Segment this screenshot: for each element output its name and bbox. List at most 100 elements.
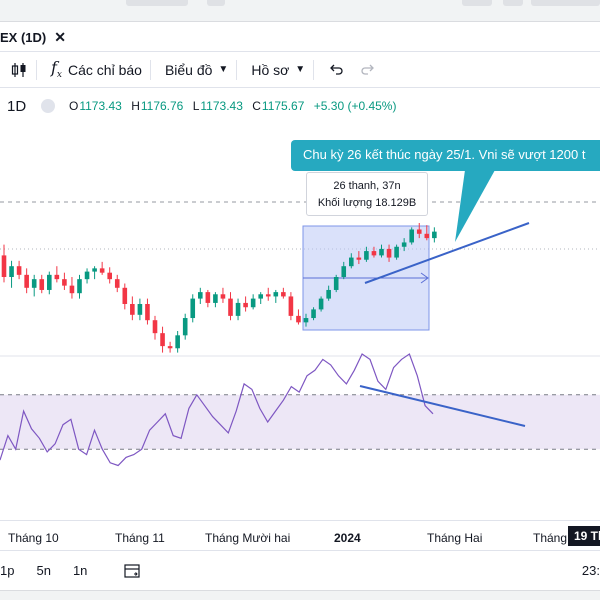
low-value: 1173.43 — [200, 99, 243, 113]
tab-label: EX (1D) — [0, 29, 47, 45]
candle-body — [160, 333, 165, 347]
status-dot-icon — [41, 99, 55, 113]
callout-tail — [455, 170, 495, 242]
candle-body — [371, 251, 377, 256]
candle-body — [31, 279, 37, 288]
toolbar-divider — [313, 59, 315, 80]
high-label: H — [131, 99, 140, 113]
candle-body — [235, 302, 241, 316]
toolbar-divider — [149, 59, 151, 80]
candle-body — [198, 292, 203, 299]
range-volume-text: Khối lượng 18.129B — [317, 197, 417, 209]
close-icon[interactable]: ✕ — [54, 28, 66, 45]
candle-body — [167, 346, 173, 349]
candle-body — [205, 292, 211, 303]
toolbar-divider — [236, 59, 238, 80]
redo-button[interactable] — [352, 52, 384, 88]
candle-body — [92, 268, 97, 272]
candle-body — [349, 257, 354, 267]
profile-menu-button[interactable]: Hồ sơ ▼ — [237, 52, 313, 88]
candle-body — [265, 294, 271, 297]
candle-body — [250, 298, 256, 308]
candle-body — [9, 266, 14, 277]
candle-body — [288, 296, 294, 316]
chart-style-button[interactable] — [0, 52, 36, 88]
crosshair-date-label: 19 Th — [568, 526, 600, 546]
candle-body — [281, 292, 286, 297]
redo-icon — [361, 64, 375, 75]
candle-body — [107, 272, 112, 280]
range-button-1n[interactable]: 1n — [72, 563, 88, 578]
calendar-icon[interactable] — [123, 562, 141, 580]
chart-menu-button[interactable]: Biểu đồ ▼ — [151, 52, 236, 88]
candle-body — [424, 233, 430, 239]
price-trendline — [364, 222, 530, 284]
candle-body — [190, 298, 196, 319]
candle-body — [394, 246, 399, 258]
change-value: +5.30 (+0.45%) — [313, 99, 397, 113]
candle-body — [16, 266, 22, 275]
candle-body — [303, 318, 309, 323]
candle-body — [432, 231, 437, 239]
candle-body — [311, 309, 316, 319]
indicators-button[interactable]: fx Các chỉ báo — [37, 52, 150, 88]
candle-body — [296, 315, 301, 323]
x-tick-label: 2024 — [334, 531, 361, 545]
candles-icon — [11, 62, 26, 77]
candle-body — [69, 285, 75, 294]
candle-body — [356, 257, 362, 260]
x-tick-label: Tháng 11 — [115, 531, 165, 545]
candle-body — [137, 304, 143, 315]
candle-body — [39, 279, 45, 290]
close-label: C — [252, 99, 261, 113]
high-value: 1176.76 — [140, 99, 184, 113]
chart-toolbar: fx Các chỉ báo Biểu đồ ▼ Hồ sơ ▼ — [0, 52, 600, 88]
candle-body — [386, 248, 392, 258]
ohlc-legend: 1D O1173.43 H1176.76 L1173.43 C1175.67 +… — [0, 95, 396, 117]
callout-note[interactable]: Chu kỳ 26 kết thúc ngày 25/1. Vni sẽ vượ… — [291, 140, 600, 171]
time-axis[interactable]: Tháng 10 Tháng 11 Tháng Mười hai 2024 Th… — [0, 520, 600, 550]
candle-body — [228, 298, 233, 316]
candle-body — [182, 318, 188, 336]
candle-body — [326, 289, 331, 299]
rsi-trendline — [359, 385, 526, 427]
candle-body — [379, 248, 384, 256]
chart-tabbar: EX (1D) ✕ — [0, 22, 600, 52]
candle-body — [145, 304, 150, 321]
price-chart[interactable] — [0, 118, 600, 520]
x-tick-label: Tháng — [533, 531, 568, 545]
profile-menu-label: Hồ sơ — [251, 61, 290, 78]
candle-body — [213, 294, 218, 303]
candle-body — [114, 279, 120, 288]
x-tick-label: Tháng Hai — [427, 531, 483, 545]
range-bars-text: 26 thanh, 37n — [333, 180, 401, 192]
candle-body — [273, 292, 279, 297]
chart-tab[interactable]: EX (1D) ✕ — [0, 22, 74, 52]
browser-top-strip — [0, 0, 600, 22]
browser-bottom-strip — [0, 590, 600, 600]
candle-body — [152, 320, 158, 334]
candle-body — [333, 277, 339, 290]
undo-icon — [330, 64, 343, 75]
candle-body — [54, 274, 60, 280]
close-value: 1175.67 — [261, 99, 305, 113]
interval-label: 1D — [7, 97, 27, 115]
candle-body — [364, 251, 369, 260]
x-tick-label: Tháng Mười hai — [205, 531, 291, 545]
undo-button[interactable] — [314, 52, 352, 88]
candle-body — [220, 294, 226, 299]
candle-body — [47, 274, 52, 290]
candle-body — [416, 229, 422, 234]
candle-body — [122, 287, 128, 304]
candle-body — [401, 242, 407, 247]
ohlc-values: O1173.43 H1176.76 L1173.43 C1175.67 +5.3… — [69, 99, 396, 113]
candle-body — [409, 229, 414, 243]
indicators-label: Các chỉ báo — [68, 61, 142, 78]
chart-menu-label: Biểu đồ — [164, 61, 213, 78]
toolbar-divider — [36, 59, 37, 80]
range-tooltip: 26 thanh, 37n Khối lượng 18.129B — [306, 172, 428, 216]
candle-body — [318, 298, 324, 310]
fx-icon: fx — [51, 58, 62, 81]
range-button-1p[interactable]: 1p — [0, 563, 15, 578]
range-button-5n[interactable]: 5n — [36, 563, 51, 578]
